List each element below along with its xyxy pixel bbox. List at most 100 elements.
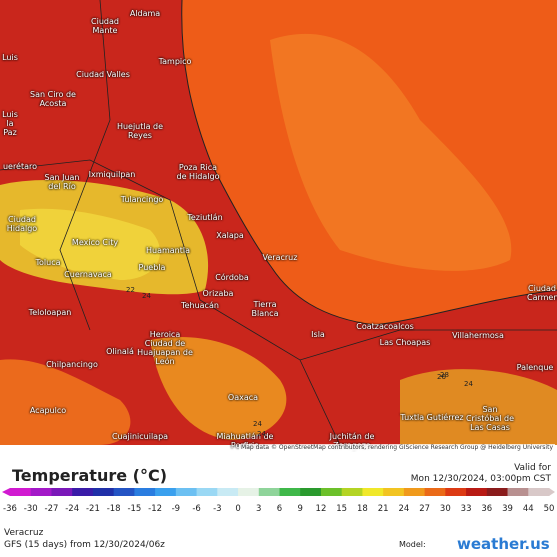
- color-swatch: [113, 488, 135, 496]
- color-swatch: [445, 488, 467, 496]
- scale-label: 21: [378, 504, 389, 514]
- place-label: Ciudad Valles: [76, 70, 130, 79]
- color-bar: -36 -30 -27 -24 -21 -18 -15 -12 -9 -6 -3 0 3 6 9 12 15 18…: [2, 488, 555, 514]
- place-label: Acapulco: [29, 406, 67, 415]
- scale-label: -9: [172, 504, 180, 514]
- contour-label: 26: [437, 373, 446, 381]
- color-swatch: [92, 488, 115, 496]
- place-label: Toluca: [35, 258, 61, 267]
- place-label: Luis la Paz: [2, 110, 18, 137]
- place-label: Mexico City: [71, 238, 119, 247]
- scale-label: -24: [65, 504, 79, 514]
- color-swatch: [341, 488, 363, 496]
- place-label: Ciudad Mante: [91, 17, 119, 35]
- legend-title: Temperature (°C): [12, 466, 168, 485]
- color-swatch: [279, 488, 301, 496]
- color-swatch: [403, 488, 426, 496]
- scale-label: -27: [45, 504, 59, 514]
- scale-label: 24: [398, 504, 409, 514]
- color-swatch: [155, 488, 177, 496]
- valid-label: Valid for: [514, 463, 551, 473]
- color-swatch: [258, 488, 280, 496]
- color-swatch: [72, 488, 94, 496]
- color-swatch: [528, 488, 550, 496]
- scale-label: -30: [24, 504, 38, 514]
- color-swatch: [238, 488, 260, 496]
- color-swatch: [30, 488, 52, 496]
- color-swatch: [51, 488, 73, 496]
- scale-label: 30: [440, 504, 451, 514]
- map: [0, 0, 557, 445]
- place-label: Tulancingo: [120, 195, 164, 204]
- scale-label: 36: [481, 504, 492, 514]
- location: Veracruz: [4, 528, 44, 538]
- place-label: Cuajinicuilapa: [111, 432, 169, 441]
- place-label: uerétaro: [2, 162, 38, 171]
- place-label: Tampico: [158, 57, 192, 66]
- scale-label: 39: [502, 504, 513, 514]
- scale-label: 15: [336, 504, 347, 514]
- contour-label: 24: [253, 420, 262, 428]
- scale-label: 0: [235, 504, 240, 514]
- contour-label: 24: [142, 292, 151, 300]
- scale-label: 6: [277, 504, 282, 514]
- color-swatch: [300, 488, 322, 496]
- place-label: San Ciro de Acosta: [30, 90, 76, 108]
- place-label: Luis: [2, 53, 18, 62]
- scale-label: -21: [86, 504, 100, 514]
- place-label: San Juan del Río: [44, 173, 80, 191]
- place-label: Ixmiquilpan: [88, 170, 136, 179]
- place-label: Olinalá: [106, 347, 134, 356]
- color-swatch: [10, 488, 32, 496]
- bar-end: [549, 488, 555, 496]
- color-swatch: [134, 488, 156, 496]
- contour-label: 22: [126, 286, 135, 294]
- scale-label: 44: [523, 504, 534, 514]
- scale-label: -15: [127, 504, 141, 514]
- color-swatch: [320, 488, 343, 496]
- color-swatch: [486, 488, 509, 496]
- valid-time: Valid for Mon 12/30/2024, 03:00pm CST: [411, 463, 551, 485]
- scale-label: 33: [461, 504, 472, 514]
- place-label: Palenque: [516, 363, 554, 372]
- contour-label: 28: [440, 371, 449, 379]
- place-label: Xalapa: [216, 231, 244, 240]
- place-label: Tuxtla Gutiérrez: [400, 413, 464, 422]
- bar-end: [2, 488, 10, 496]
- scale-label: -6: [192, 504, 200, 514]
- color-swatch: [175, 488, 198, 496]
- place-label: San Cristóbal de Las Casas: [465, 405, 515, 432]
- place-label: Heroica Ciudad de Huajuapan de León: [137, 330, 193, 366]
- place-label: Tierra Blanca: [251, 300, 279, 318]
- place-label: Poza Rica de Hidalgo: [176, 163, 220, 181]
- scale-label: 3: [256, 504, 261, 514]
- brand[interactable]: weather.us: [457, 535, 550, 553]
- color-swatch: [507, 488, 529, 496]
- place-label: Córdoba: [215, 273, 249, 282]
- scale-label: -12: [148, 504, 162, 514]
- place-label: Ciudad Hidalgo: [6, 215, 38, 233]
- place-label: Aldama: [129, 9, 161, 18]
- scale-label: 27: [419, 504, 430, 514]
- place-label: Isla: [311, 330, 325, 339]
- place-label: Teloloapan: [28, 308, 72, 317]
- place-label: Las Choapas: [379, 338, 431, 347]
- place-label: Teziutlán: [187, 213, 223, 222]
- scale-label: -3: [213, 504, 221, 514]
- place-label: Villahermosa: [452, 331, 504, 340]
- place-label: Oaxaca: [227, 393, 259, 402]
- scale-label: -36: [3, 504, 17, 514]
- color-swatch: [424, 488, 446, 496]
- place-label: Huejutla de Reyes: [116, 122, 164, 140]
- scale-label: -18: [107, 504, 121, 514]
- place-label: Veracruz: [262, 253, 298, 262]
- color-swatch: [196, 488, 218, 496]
- attribution: Map data © OpenStreetMap contributors, r…: [239, 444, 555, 451]
- color-swatch: [383, 488, 405, 496]
- color-swatch: [217, 488, 239, 496]
- valid-value: Mon 12/30/2024, 03:00pm CST: [410, 474, 551, 484]
- place-label: Chilpancingo: [46, 360, 98, 369]
- place-label: Tehuacán: [181, 301, 219, 310]
- place-label: Puebla: [138, 263, 166, 272]
